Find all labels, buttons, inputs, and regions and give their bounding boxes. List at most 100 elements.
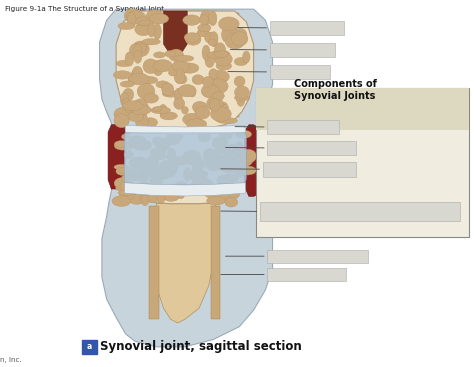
Ellipse shape [180,63,199,73]
Ellipse shape [158,184,169,196]
Ellipse shape [138,20,154,26]
Ellipse shape [174,55,194,62]
Ellipse shape [210,98,220,111]
Ellipse shape [203,183,216,198]
Ellipse shape [183,168,191,181]
Ellipse shape [133,140,152,150]
Ellipse shape [160,112,177,120]
Ellipse shape [151,107,171,114]
Ellipse shape [221,105,228,111]
Ellipse shape [191,168,201,182]
Ellipse shape [153,137,162,145]
Ellipse shape [128,136,146,146]
Ellipse shape [192,75,204,84]
Polygon shape [149,204,216,323]
Ellipse shape [155,142,167,148]
Ellipse shape [119,189,135,201]
Ellipse shape [171,161,178,174]
Ellipse shape [134,44,142,55]
Text: a: a [87,342,92,351]
Ellipse shape [200,14,209,25]
Ellipse shape [206,150,221,158]
Ellipse shape [236,142,243,150]
Ellipse shape [198,132,211,142]
Ellipse shape [224,130,232,139]
Ellipse shape [131,68,143,83]
Ellipse shape [217,156,225,170]
Ellipse shape [229,161,245,171]
Text: Synovial joint, sagittal section: Synovial joint, sagittal section [100,340,301,353]
Ellipse shape [133,66,142,79]
Ellipse shape [197,29,210,37]
Ellipse shape [143,171,154,177]
Ellipse shape [128,195,145,204]
Polygon shape [116,129,254,204]
Ellipse shape [172,60,189,74]
Polygon shape [245,125,264,196]
Ellipse shape [183,15,201,25]
Ellipse shape [132,41,149,57]
Ellipse shape [125,170,143,181]
Ellipse shape [150,148,166,156]
FancyBboxPatch shape [270,65,330,79]
Ellipse shape [217,175,233,186]
Ellipse shape [182,113,201,126]
Ellipse shape [135,23,152,36]
Ellipse shape [216,62,232,70]
Ellipse shape [207,96,223,111]
Ellipse shape [235,95,249,101]
Ellipse shape [176,185,185,199]
Ellipse shape [202,76,214,87]
Ellipse shape [201,10,211,26]
Ellipse shape [121,134,129,139]
Ellipse shape [234,76,245,87]
Ellipse shape [228,144,236,151]
Polygon shape [211,206,220,319]
Ellipse shape [200,178,210,186]
Ellipse shape [116,185,129,191]
Ellipse shape [143,59,158,73]
Ellipse shape [151,176,163,187]
Ellipse shape [189,87,196,97]
Ellipse shape [210,32,218,47]
FancyBboxPatch shape [263,162,356,177]
Ellipse shape [128,74,135,85]
Ellipse shape [116,60,132,66]
Ellipse shape [210,70,229,83]
Ellipse shape [134,174,142,181]
Ellipse shape [135,17,150,26]
Ellipse shape [162,83,174,96]
Ellipse shape [237,166,256,175]
Ellipse shape [196,171,208,178]
Ellipse shape [158,138,171,151]
Ellipse shape [215,137,225,151]
Ellipse shape [154,52,165,58]
Ellipse shape [124,150,133,159]
Ellipse shape [179,84,196,97]
Ellipse shape [145,157,159,170]
Ellipse shape [214,112,228,123]
Ellipse shape [167,149,176,163]
Ellipse shape [208,79,228,94]
Ellipse shape [232,161,245,174]
Ellipse shape [143,118,157,127]
Ellipse shape [237,92,245,106]
Ellipse shape [126,11,146,23]
Ellipse shape [129,157,148,169]
Ellipse shape [215,186,228,193]
Ellipse shape [173,98,185,109]
Ellipse shape [212,50,229,57]
Ellipse shape [124,9,142,22]
Ellipse shape [234,166,245,177]
Ellipse shape [192,165,200,172]
Ellipse shape [114,141,131,150]
Polygon shape [126,126,246,134]
Ellipse shape [240,149,256,163]
Ellipse shape [218,117,237,124]
Ellipse shape [141,195,149,206]
FancyBboxPatch shape [256,88,469,130]
FancyBboxPatch shape [267,120,339,134]
Polygon shape [149,206,159,319]
Ellipse shape [209,69,218,79]
Ellipse shape [168,69,177,76]
